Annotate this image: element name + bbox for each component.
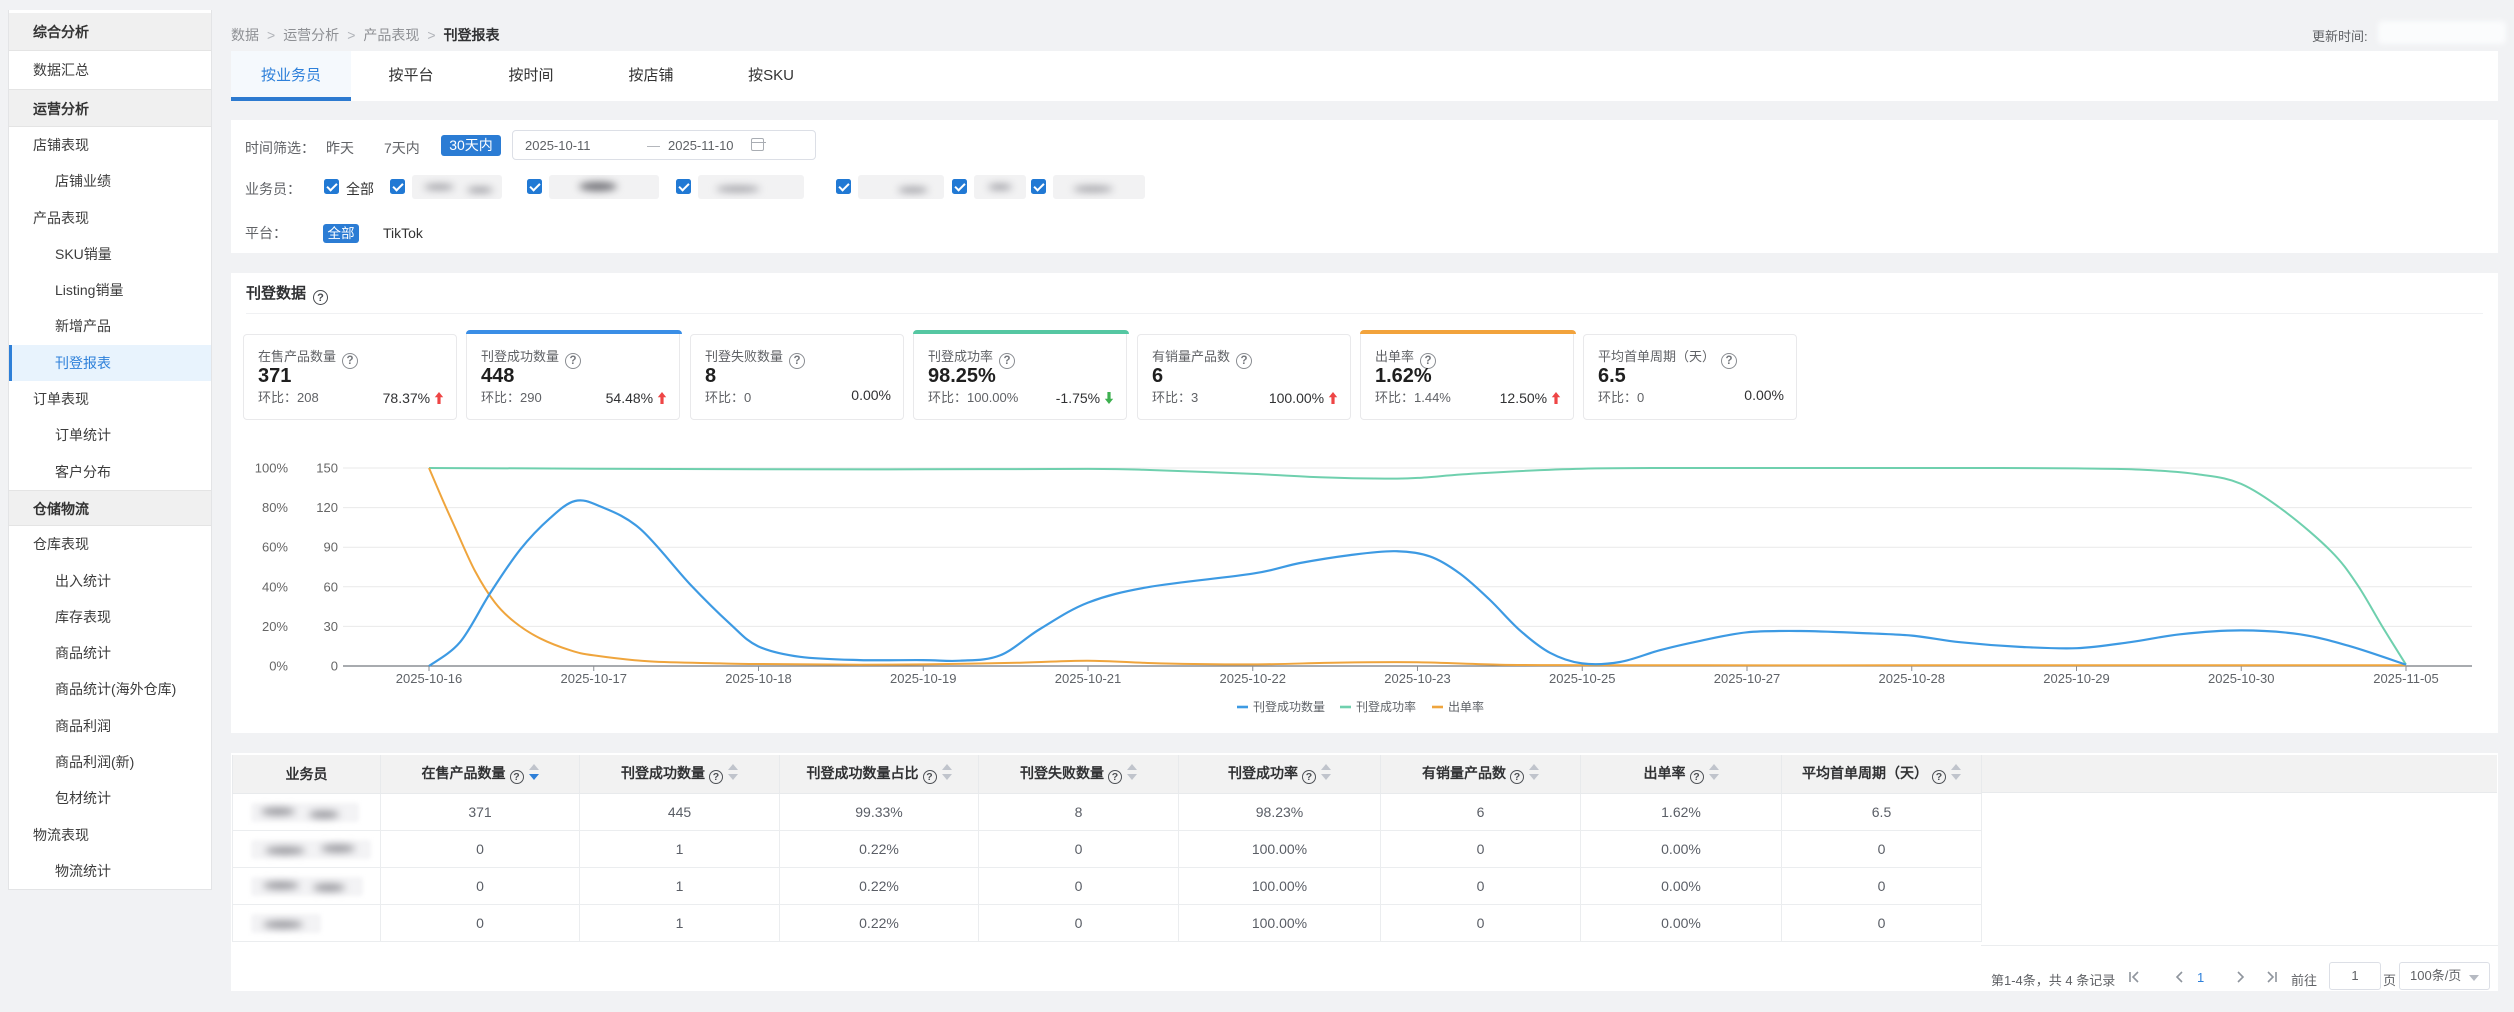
- svg-text:2025-10-27: 2025-10-27: [1714, 671, 1781, 686]
- svg-text:60: 60: [324, 579, 338, 594]
- svg-text:2025-10-28: 2025-10-28: [1879, 671, 1946, 686]
- svg-text:30: 30: [324, 619, 338, 634]
- svg-text:2025-10-18: 2025-10-18: [725, 671, 792, 686]
- svg-text:2025-10-22: 2025-10-22: [1220, 671, 1287, 686]
- svg-text:2025-10-30: 2025-10-30: [2208, 671, 2275, 686]
- svg-text:2025-11-05: 2025-11-05: [2373, 671, 2439, 686]
- svg-text:2025-10-29: 2025-10-29: [2043, 671, 2110, 686]
- svg-text:20%: 20%: [262, 619, 288, 634]
- svg-text:2025-10-17: 2025-10-17: [561, 671, 628, 686]
- svg-text:2025-10-16: 2025-10-16: [396, 671, 463, 686]
- svg-text:刊登成功率: 刊登成功率: [1356, 699, 1416, 714]
- svg-text:100%: 100%: [255, 461, 289, 476]
- svg-text:出单率: 出单率: [1448, 699, 1484, 714]
- svg-text:刊登成功数量: 刊登成功数量: [1253, 699, 1325, 714]
- svg-text:0: 0: [331, 659, 338, 674]
- svg-text:60%: 60%: [262, 540, 288, 555]
- svg-text:2025-10-21: 2025-10-21: [1055, 671, 1122, 686]
- svg-text:90: 90: [324, 540, 338, 555]
- svg-text:2025-10-23: 2025-10-23: [1384, 671, 1451, 686]
- svg-text:0%: 0%: [269, 659, 288, 674]
- svg-text:2025-10-19: 2025-10-19: [890, 671, 957, 686]
- svg-text:150: 150: [316, 461, 338, 476]
- svg-text:2025-10-25: 2025-10-25: [1549, 671, 1616, 686]
- svg-text:40%: 40%: [262, 579, 288, 594]
- svg-text:80%: 80%: [262, 500, 288, 515]
- svg-text:120: 120: [316, 500, 338, 515]
